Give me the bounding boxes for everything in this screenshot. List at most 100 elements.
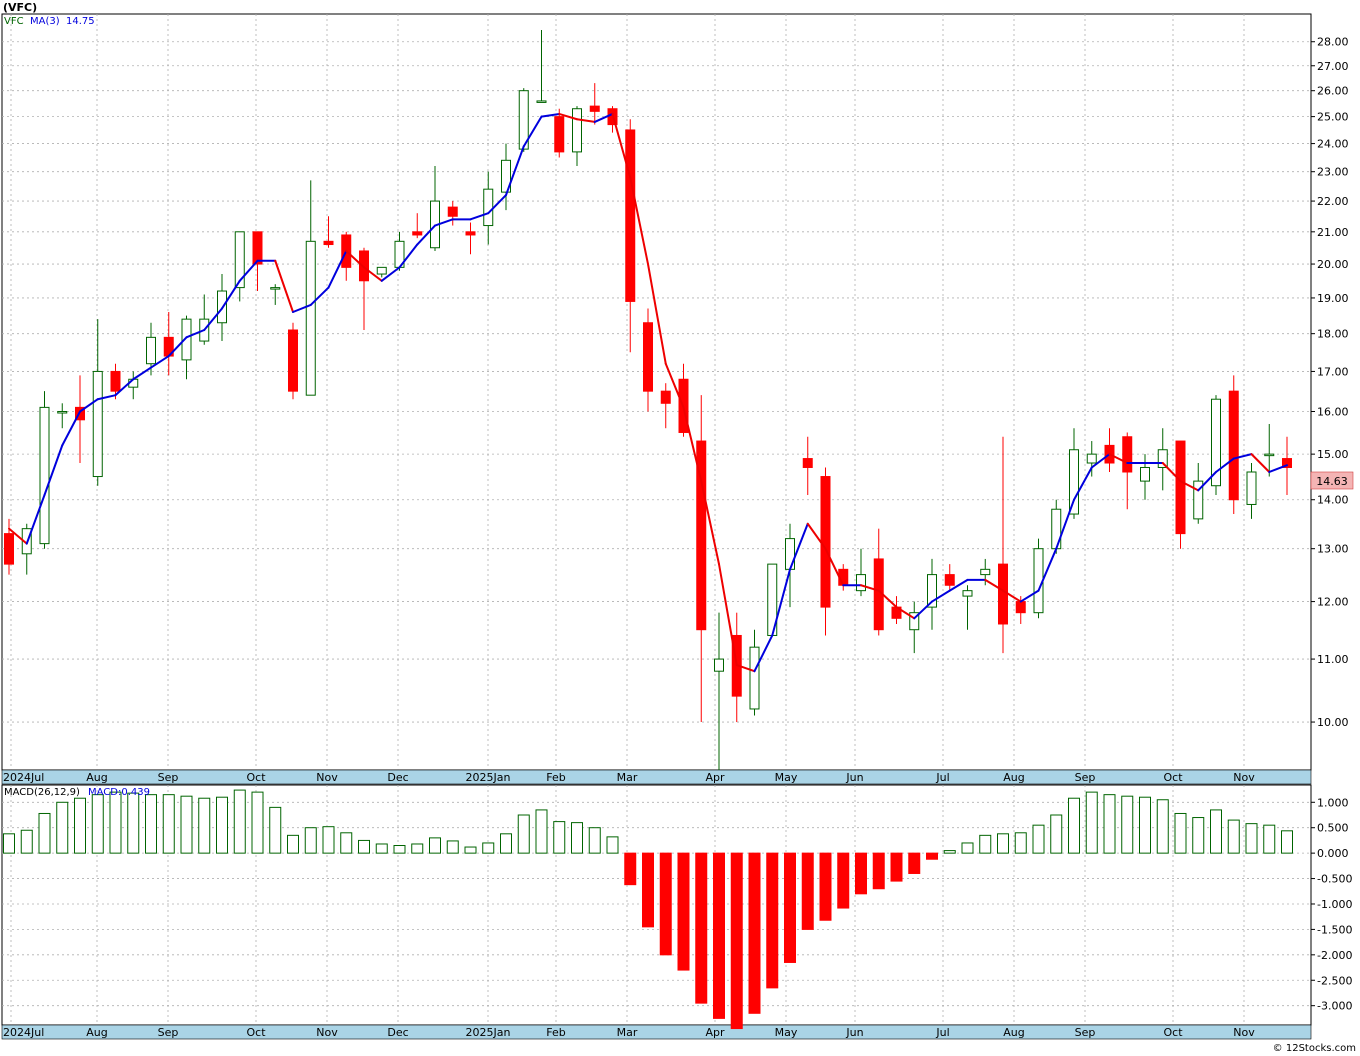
macd-bar (109, 791, 122, 854)
macd-bar (695, 852, 708, 1004)
macd-date-label: Sep (1075, 1026, 1096, 1039)
macd-bar (38, 812, 51, 854)
candle-body (998, 563, 1008, 625)
macd-tick-label: -2.000 (1317, 949, 1352, 962)
candle-body (39, 406, 50, 545)
price-tick-label: 26.00 (1317, 85, 1349, 98)
macd-date-label: Nov (1233, 1026, 1255, 1039)
macd-date-label: Dec (387, 1026, 408, 1039)
macd-date-label: Oct (1163, 1026, 1183, 1039)
price-tick-label: 24.00 (1317, 138, 1349, 151)
ma-line-segment (274, 259, 294, 314)
macd-bar (553, 821, 566, 854)
price-date-label: Apr (705, 771, 725, 784)
macd-bar (1032, 824, 1045, 854)
macd-bar (429, 837, 441, 854)
watermark: © 12Stocks.com (1273, 1043, 1356, 1054)
price-tick-label: 28.00 (1317, 36, 1349, 49)
ma-line-segment (1232, 453, 1253, 460)
ma-line-segment (505, 145, 525, 197)
macd-tick-label: 0.500 (1317, 822, 1349, 835)
ma-line-segment (789, 522, 809, 571)
macd-bar (1068, 797, 1080, 854)
ma-line-segment (434, 218, 454, 227)
macd-bar (872, 852, 885, 890)
macd-bar (145, 794, 157, 854)
macd-bar (1245, 823, 1258, 854)
candle-body (1122, 436, 1133, 473)
ma-line-segment (558, 112, 578, 121)
macd-bar (961, 842, 974, 854)
macd-bar (446, 840, 459, 854)
macd-bar (340, 832, 353, 854)
ma-line-segment (61, 410, 81, 447)
macd-bar (411, 843, 424, 854)
macd-date-label: Aug (1003, 1026, 1024, 1039)
macd-bar (748, 852, 761, 1014)
price-tick-label: 13.00 (1317, 543, 1349, 556)
candle-body (1193, 480, 1204, 520)
macd-bar (20, 829, 33, 854)
candle-body (270, 287, 281, 290)
macd-date-label: Nov (316, 1026, 338, 1039)
ma-line-segment (1197, 470, 1217, 492)
price-date-label: Oct (1163, 771, 1183, 784)
price-date-label: Aug (1003, 771, 1024, 784)
price-date-band (1, 769, 1312, 785)
candle-body (1264, 453, 1275, 457)
macd-date-label: Jul (935, 1026, 949, 1039)
macd-date-label: Mar (617, 1026, 638, 1039)
candle-body (501, 159, 511, 193)
candle-body (181, 318, 192, 361)
ma-line-segment (664, 362, 685, 409)
ma-line-segment (1268, 464, 1288, 473)
macd-tick-label: 1.000 (1317, 796, 1349, 809)
ma-line-segment (771, 568, 791, 637)
candle-body (146, 336, 156, 365)
ma-line-segment (576, 118, 596, 123)
macd-bar (304, 827, 317, 854)
legend-ma-label: MA(3) (30, 16, 60, 27)
candle-body (554, 116, 565, 153)
candle-body (376, 266, 387, 275)
price-panel: 28.00 27.00 26.00 25.00 24.00 23.00 22.00 21.00… (1, 13, 1349, 785)
macd-bar (801, 852, 814, 930)
ma-line-segment (25, 494, 46, 545)
macd-bar (1227, 819, 1240, 854)
candle-body (1015, 601, 1026, 614)
macd-date-label: Oct (246, 1026, 266, 1039)
ma-line-segment (1090, 453, 1111, 469)
ma-line-segment (203, 307, 223, 332)
macd-bar (1121, 795, 1134, 854)
candle-body (1246, 471, 1257, 505)
ma-line-segment (824, 547, 845, 587)
candle-body (856, 574, 866, 592)
ma-line-segment (43, 444, 64, 497)
candle-body (714, 658, 724, 672)
macd-bar (1156, 799, 1169, 854)
macd-bar (997, 833, 1009, 854)
ma-line-segment (150, 355, 170, 369)
candle-body (1086, 453, 1097, 464)
legend-symbol: VFC (4, 16, 24, 27)
ma-line-segment (753, 634, 774, 673)
macd-bar (588, 827, 601, 854)
ma-line-segment (682, 406, 703, 483)
ma-line-segment (647, 263, 667, 365)
price-date-label: 2024Jul (3, 771, 44, 784)
macd-bar (287, 834, 299, 854)
macd-bar (517, 814, 530, 854)
ma-line-segment (629, 176, 649, 266)
ma-line-segment (1179, 480, 1200, 492)
candle-body (447, 206, 458, 217)
price-tick-label: 18.00 (1317, 328, 1349, 341)
macd-bar (91, 794, 104, 854)
macd-bar (606, 836, 619, 854)
ma-line-segment (877, 589, 898, 609)
candle-body (1140, 466, 1150, 482)
candle-body (572, 108, 582, 153)
ma-line-segment (1215, 457, 1235, 473)
candle-body (802, 458, 813, 468)
price-date-label: Feb (546, 771, 565, 784)
